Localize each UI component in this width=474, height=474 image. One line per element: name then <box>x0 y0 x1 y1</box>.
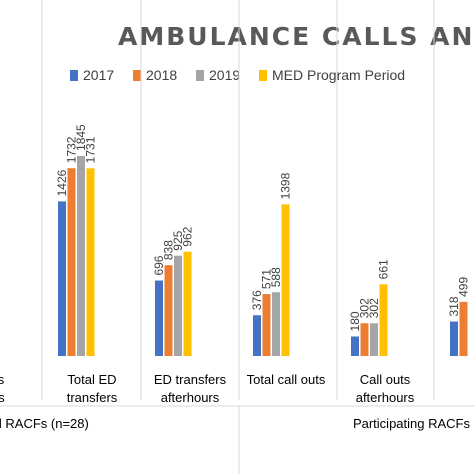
data-label-5-1: 499 <box>457 277 471 297</box>
legend-label-0: 2017 <box>83 67 114 83</box>
data-label-2-2: 925 <box>171 230 185 250</box>
data-label-4-1: 302 <box>358 298 372 318</box>
category-label-2-0: ED transfers <box>154 372 227 387</box>
data-label-1-2: 1845 <box>74 124 88 151</box>
data-label-4-2: 302 <box>367 298 381 318</box>
category-label-1-1: transfers <box>67 390 118 405</box>
bar-5-1 <box>459 301 468 356</box>
legend-label-1: 2018 <box>146 67 177 83</box>
bar-3-0 <box>253 315 261 356</box>
legend: 2017 2018 2019 MED Program Period <box>70 67 405 83</box>
category-label-1-0: Total ED <box>67 372 116 387</box>
group-labels: ll RACFs (n=28) Participating RACFs <box>0 416 470 431</box>
bars <box>58 155 468 356</box>
data-label-5-0: 318 <box>447 296 461 316</box>
bar-2-1 <box>164 265 173 356</box>
bar-1-0 <box>58 201 66 356</box>
bar-4-2 <box>370 323 378 356</box>
data-label-1-1: 1732 <box>65 136 79 163</box>
data-label-4-3: 661 <box>377 259 391 279</box>
bar-2-0 <box>155 280 163 356</box>
bar-4-3 <box>379 284 388 356</box>
bar-3-2 <box>272 292 280 356</box>
legend-swatch-3 <box>259 70 267 81</box>
data-label-3-2: 588 <box>269 267 283 287</box>
bar-2-3 <box>183 251 192 356</box>
data-label-1-0: 1426 <box>55 169 69 196</box>
bar-3-3 <box>281 204 290 356</box>
data-labels: 1591142617321845173169683892596237657158… <box>55 124 471 332</box>
chart-title: AMBULANCE CALLS AND T <box>118 22 474 51</box>
data-label-2-3: 962 <box>181 226 195 246</box>
group-label-1: Participating RACFs <box>353 416 471 431</box>
category-labels: outs ours Total ED transfers ED transfers aft… <box>0 372 415 405</box>
category-label-4-0: Call outs <box>360 372 411 387</box>
category-label-3-0: Total call outs <box>247 372 326 387</box>
bar-4-0 <box>351 336 359 356</box>
bar-4-1 <box>360 323 369 356</box>
data-label-3-0: 376 <box>250 290 264 310</box>
legend-swatch-1 <box>133 70 141 81</box>
bar-2-2 <box>174 255 182 356</box>
category-label-2-1: afterhours <box>161 390 220 405</box>
data-label-3-1: 571 <box>260 269 274 289</box>
data-label-2-1: 838 <box>162 240 176 260</box>
bar-1-3 <box>86 168 95 356</box>
group-label-0: ll RACFs (n=28) <box>0 416 89 431</box>
category-label-4-1: afterhours <box>356 390 415 405</box>
legend-swatch-0 <box>70 70 78 81</box>
category-label-0-0: outs <box>0 372 5 387</box>
bar-1-1 <box>67 168 76 356</box>
legend-label-3: MED Program Period <box>272 67 405 83</box>
bar-3-1 <box>262 294 271 356</box>
data-label-1-3: 1731 <box>84 136 98 163</box>
category-label-0-1: ours <box>0 390 5 405</box>
data-label-4-0: 180 <box>348 311 362 331</box>
legend-label-2: 2019 <box>209 67 240 83</box>
data-label-3-3: 1398 <box>279 172 293 199</box>
legend-swatch-2 <box>196 70 204 81</box>
bar-1-2 <box>77 155 85 356</box>
data-label-2-0: 696 <box>152 255 166 275</box>
bar-5-0 <box>450 321 458 356</box>
